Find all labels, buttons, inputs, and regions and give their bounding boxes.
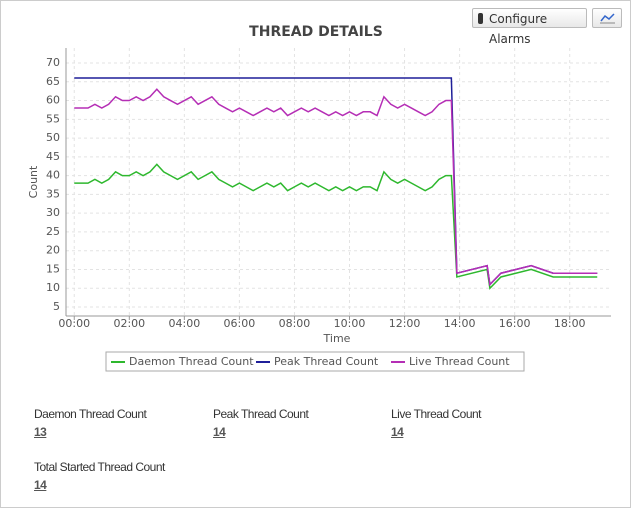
x-tick-label: 04:00 <box>169 317 201 330</box>
y-tick-label: 70 <box>46 56 60 69</box>
y-tick-label: 5 <box>53 300 60 313</box>
y-tick-label: 30 <box>46 206 60 219</box>
series-line <box>74 163 598 290</box>
summary-value[interactable]: 13 <box>34 425 47 439</box>
configure-alarms-button[interactable]: Configure Alarms <box>472 8 587 46</box>
summary-label: Peak Thread Count <box>213 407 309 421</box>
summary-item: Live Thread Count 14 <box>391 407 482 439</box>
summary-value[interactable]: 14 <box>34 478 47 492</box>
series-line <box>74 77 598 287</box>
summary-value[interactable]: 14 <box>391 425 404 439</box>
summary-label: Daemon Thread Count <box>34 407 147 421</box>
summary-item: Daemon Thread Count 13 <box>34 407 147 439</box>
y-tick-label: 50 <box>46 131 60 144</box>
legend-label: Daemon Thread Count <box>129 355 254 368</box>
y-tick-label: 35 <box>46 187 60 200</box>
summary-value[interactable]: 14 <box>213 425 226 439</box>
x-axis-label: Time <box>323 332 351 345</box>
summary-label: Live Thread Count <box>391 407 482 421</box>
summary-item: Peak Thread Count 14 <box>213 407 309 439</box>
series-line <box>74 88 598 287</box>
y-tick-label: 60 <box>46 94 60 107</box>
alarm-icon <box>478 13 483 24</box>
chart-toggle-button[interactable] <box>592 8 622 28</box>
chart-title: THREAD DETAILS <box>249 24 383 40</box>
x-tick-label: 14:00 <box>444 317 476 330</box>
x-tick-label: 10:00 <box>334 317 366 330</box>
y-tick-label: 25 <box>46 225 60 238</box>
chart-icon <box>600 13 615 24</box>
y-tick-label: 45 <box>46 150 60 163</box>
chart: THREAD DETAILS Count Time 5 10 15 20 25 30 35 4… <box>27 24 611 372</box>
y-tick-label: 20 <box>46 244 60 257</box>
x-tick-label: 18:00 <box>554 317 586 330</box>
legend-label: Live Thread Count <box>409 355 510 368</box>
x-tick-label: 06:00 <box>224 317 256 330</box>
legend-label: Peak Thread Count <box>274 355 379 368</box>
y-tick-label: 65 <box>46 75 60 88</box>
y-tick-label: 15 <box>46 262 60 275</box>
y-axis-label: Count <box>27 165 40 198</box>
y-tick-label: 10 <box>46 281 60 294</box>
x-tick-label: 12:00 <box>389 317 421 330</box>
y-tick-label: 40 <box>46 169 60 182</box>
summary-item: Total Started Thread Count 14 <box>34 460 165 492</box>
x-tick-label: 08:00 <box>279 317 311 330</box>
x-tick-label: 16:00 <box>499 317 531 330</box>
x-tick-label: 02:00 <box>113 317 145 330</box>
legend <box>105 351 525 372</box>
x-tick-label: 00:00 <box>58 317 90 330</box>
y-tick-label: 55 <box>46 112 60 125</box>
summary-label: Total Started Thread Count <box>34 460 165 474</box>
